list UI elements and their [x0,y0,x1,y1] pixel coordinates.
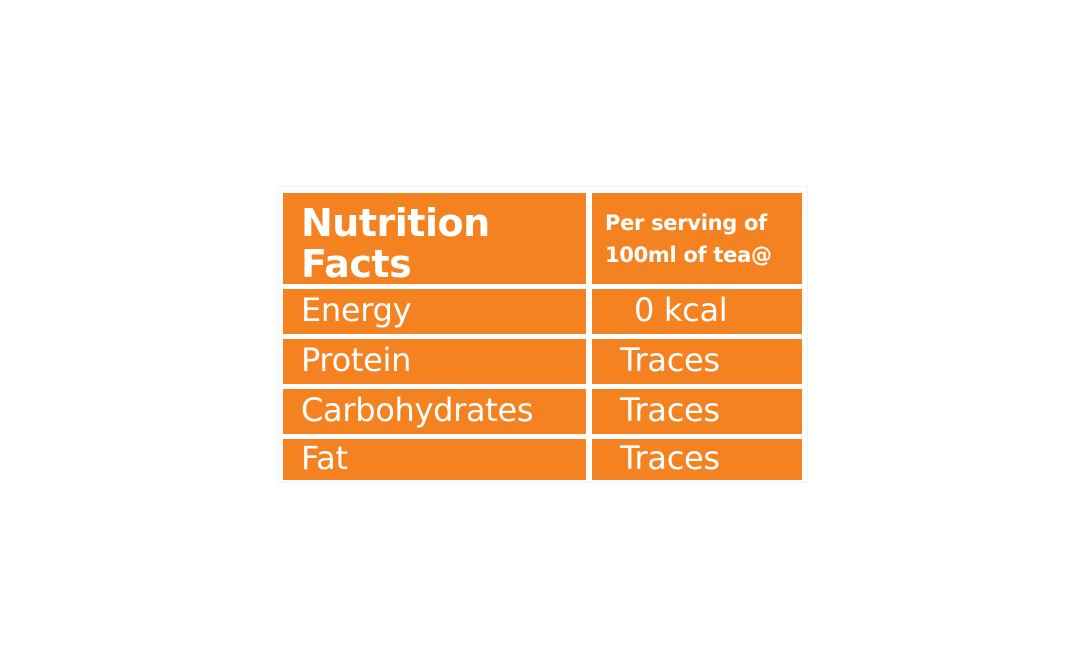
nutrient-label-fat: Fat [301,439,348,477]
table-row-fat-label-cell: Fat [283,439,586,480]
table-row-energy-label-cell: Energy [283,289,586,334]
nutrient-value-protein: Traces [620,341,720,379]
title-line-2: Facts [301,242,412,285]
serving-line-2: 100ml of tea@ [605,243,772,267]
nutrition-facts-table: Nutrition Facts Per serving of 100ml of … [279,187,807,482]
title-line-1: Nutrition [301,201,490,245]
nutrient-value-energy: 0 kcal [634,291,728,329]
nutrition-facts-title: Nutrition Facts [301,201,490,285]
nutrient-value-fat: Traces [620,439,720,477]
nutrient-value-carbohydrates: Traces [620,391,720,429]
nutrient-label-energy: Energy [301,291,412,329]
serving-line-1: Per serving of [605,211,767,235]
serving-size-label: Per serving of 100ml of tea@ [605,207,772,271]
table-row-protein-label-cell: Protein [283,339,586,384]
nutrient-label-protein: Protein [301,341,412,379]
table-header-title-cell: Nutrition Facts [283,193,586,284]
table-row-energy-value-cell: 0 kcal [592,289,802,334]
table-row-carbohydrates-value-cell: Traces [592,389,802,434]
table-row-fat-value-cell: Traces [592,439,802,480]
table-row-protein-value-cell: Traces [592,339,802,384]
table-header-serving-cell: Per serving of 100ml of tea@ [592,193,802,284]
nutrient-label-carbohydrates: Carbohydrates [301,391,534,429]
table-row-carbohydrates-label-cell: Carbohydrates [283,389,586,434]
